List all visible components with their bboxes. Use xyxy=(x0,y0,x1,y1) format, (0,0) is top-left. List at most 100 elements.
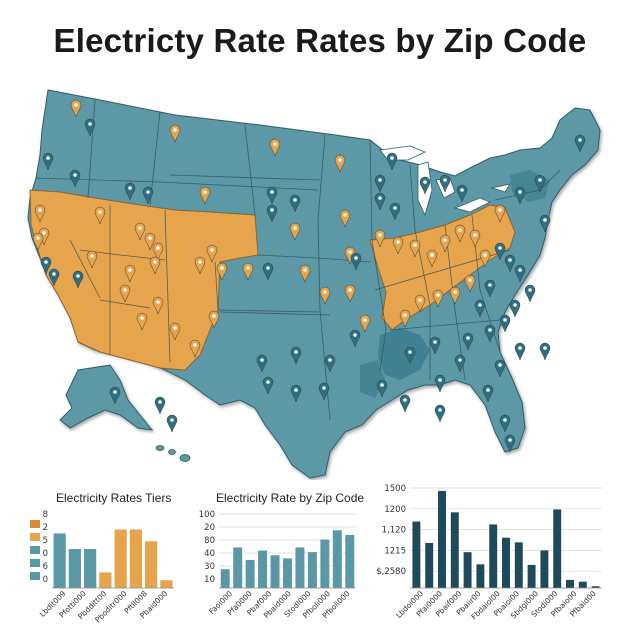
rate-pin xyxy=(84,118,96,137)
rate-pin xyxy=(409,239,421,258)
rate-pin xyxy=(429,336,441,355)
us-electricity-map xyxy=(27,89,601,479)
bar xyxy=(438,490,446,588)
rate-pin xyxy=(434,404,446,423)
y-tick-label: $,2580 xyxy=(376,567,406,577)
rate-pin xyxy=(494,359,506,378)
bar xyxy=(527,564,536,588)
rate-pin xyxy=(339,209,351,228)
rate-pin xyxy=(374,174,386,193)
rate-pin xyxy=(404,346,416,365)
rate-pin xyxy=(449,286,461,305)
rate-pin xyxy=(290,346,302,365)
bar xyxy=(99,572,112,588)
rate-pin xyxy=(426,249,438,268)
y-tick-label: 2 xyxy=(43,523,48,533)
rate-pin xyxy=(318,382,330,401)
rate-pin xyxy=(539,342,551,361)
rate-pin xyxy=(399,309,411,328)
rate-pin xyxy=(266,186,278,205)
y-tick-label: 1200 xyxy=(384,505,406,515)
rate-pin xyxy=(40,256,52,275)
bar xyxy=(220,569,230,588)
bar xyxy=(450,512,459,588)
rate-pin xyxy=(439,234,451,253)
rate-pin xyxy=(86,250,98,269)
bar xyxy=(489,524,498,588)
rate-pin xyxy=(208,310,220,329)
rate-pin xyxy=(266,204,278,223)
rate-pin xyxy=(389,202,401,221)
rate-pin xyxy=(514,186,526,205)
bar xyxy=(320,539,330,588)
bar xyxy=(514,542,523,588)
bar xyxy=(332,530,342,588)
bar xyxy=(84,549,97,588)
rate-pin xyxy=(482,384,494,403)
rate-pin xyxy=(152,296,164,315)
rate-pin xyxy=(290,384,302,403)
rate-pin xyxy=(454,354,466,373)
rate-pin xyxy=(262,376,274,395)
rate-pin xyxy=(514,342,526,361)
southeast-detail xyxy=(378,328,430,380)
rate-pin xyxy=(350,252,362,271)
rate-pin xyxy=(169,322,181,341)
y-tick-label: 30 xyxy=(204,562,215,572)
y-tick-label: 1215 xyxy=(384,546,406,556)
rate-pin xyxy=(494,204,506,223)
y-tick-label: 0 xyxy=(43,575,48,585)
rate-pin xyxy=(70,99,82,118)
bar xyxy=(114,529,127,588)
rate-pin xyxy=(439,174,451,193)
rate-pin xyxy=(289,222,301,241)
rate-pin xyxy=(166,414,178,433)
bar xyxy=(463,552,472,588)
bar xyxy=(412,521,421,588)
rate-pin xyxy=(269,138,281,157)
rate-pin xyxy=(479,249,491,268)
bar xyxy=(283,558,292,588)
bar xyxy=(307,552,317,588)
chart-electricity-rate-tiers: 825060Lbdit009Pfotti000Pbdditt00Pboditr0… xyxy=(30,510,174,624)
rate-pin xyxy=(504,434,516,453)
y-tick-label: 40 xyxy=(204,549,215,559)
rate-pin xyxy=(216,262,228,281)
rate-pin xyxy=(524,284,536,303)
bar xyxy=(425,542,434,588)
alaska xyxy=(59,364,154,431)
rate-pin xyxy=(484,279,496,298)
rate-pin xyxy=(142,186,154,205)
rate-pin xyxy=(149,256,161,275)
bar xyxy=(540,550,549,588)
rate-pin xyxy=(374,192,386,211)
bar xyxy=(566,579,574,588)
rate-pin xyxy=(392,236,404,255)
rate-pin xyxy=(72,270,84,289)
rate-pin xyxy=(152,242,164,261)
rate-pin xyxy=(464,274,476,293)
rate-pin xyxy=(32,232,44,251)
rate-pin xyxy=(144,232,156,251)
chart1-title: Electricity Rates Tiers xyxy=(56,491,172,505)
rate-pin xyxy=(432,289,444,308)
rate-pin xyxy=(344,284,356,303)
chart2-title: Electricity Rate by Zip Code xyxy=(216,491,365,505)
bar xyxy=(68,549,81,588)
y-tick-label: 1500 xyxy=(384,484,406,494)
y-tick-label: 5 xyxy=(43,536,48,546)
rate-pin xyxy=(376,379,388,398)
y-tick-label: 6 xyxy=(43,562,48,572)
west-region xyxy=(29,189,259,371)
rate-pin xyxy=(514,264,526,283)
rate-pin xyxy=(474,299,486,318)
rate-pin xyxy=(262,262,274,281)
rate-pin xyxy=(34,204,46,223)
rate-pin xyxy=(324,354,336,373)
rate-pin xyxy=(494,242,506,261)
rate-pin xyxy=(134,222,146,241)
rate-pin xyxy=(256,354,268,373)
rate-pin xyxy=(189,339,201,358)
rate-pin xyxy=(299,264,311,283)
bar xyxy=(129,529,142,588)
